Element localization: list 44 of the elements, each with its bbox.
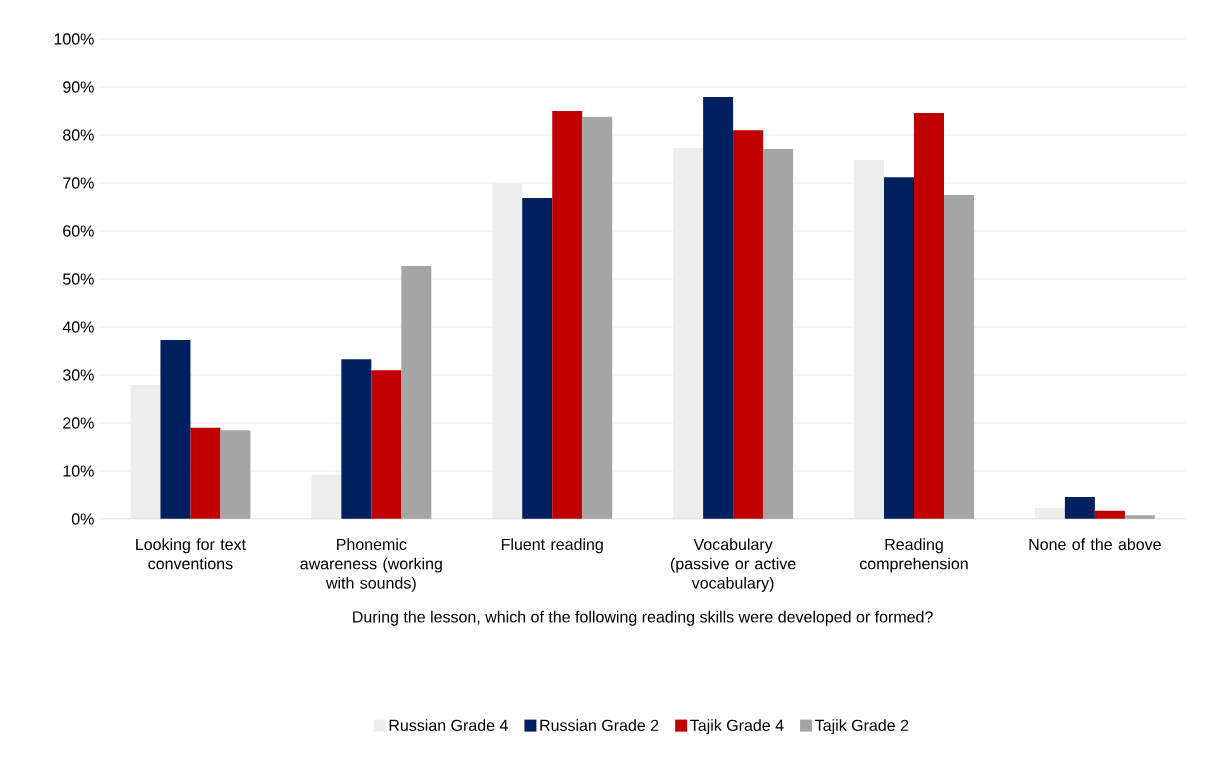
bar xyxy=(1034,507,1065,519)
y-tick-label: 80% xyxy=(63,129,94,141)
legend-label: Tajik Grade 4 xyxy=(690,719,784,735)
bar xyxy=(673,147,704,519)
bar xyxy=(220,430,251,519)
x-tick-label: Looking for text conventions xyxy=(136,538,246,570)
bar xyxy=(160,339,191,519)
legend-label: Russian Grade 4 xyxy=(389,719,508,732)
bar xyxy=(733,130,764,519)
bar xyxy=(944,195,974,519)
bar xyxy=(763,148,794,519)
x-axis-title: During the lesson, which of the following reading skills were developed or formed? xyxy=(353,610,933,626)
bar xyxy=(703,97,734,519)
y-tick-label: 70% xyxy=(63,177,94,189)
legend-label: Tajik Grade 2 xyxy=(815,719,909,735)
y-tick-label: 50% xyxy=(63,273,94,285)
bar xyxy=(401,266,432,519)
y-tick-label: 40% xyxy=(62,321,94,333)
bar xyxy=(854,159,884,519)
x-tick-label: None of the above xyxy=(1029,538,1161,551)
y-tick-label: 20% xyxy=(63,417,94,429)
bar xyxy=(311,474,342,519)
y-tick-label: 0% xyxy=(71,513,94,525)
x-tick-label: Fluent reading xyxy=(501,538,603,554)
x-tick-label: Phonemic awareness (working with sounds) xyxy=(300,538,442,592)
x-tick-label: Reading comprehension xyxy=(859,538,968,573)
bar xyxy=(582,116,613,519)
bar xyxy=(190,427,221,519)
bar xyxy=(884,177,914,519)
bar xyxy=(130,385,161,519)
bar xyxy=(552,111,583,519)
y-tick-label: 90% xyxy=(63,81,94,93)
bar xyxy=(371,370,402,519)
bar xyxy=(492,183,523,519)
y-tick-label: 30% xyxy=(62,369,94,381)
x-tick-label: Vocabulary (passive or active vocabulary) xyxy=(670,538,796,592)
y-tick-label: 60% xyxy=(63,225,94,237)
y-tick-label: 10% xyxy=(63,465,94,477)
bar xyxy=(914,112,944,519)
bar xyxy=(341,359,372,519)
bar xyxy=(1064,496,1095,519)
legend-label: Russian Grade 2 xyxy=(540,719,659,732)
y-tick-label: 100% xyxy=(54,33,94,45)
bar xyxy=(522,197,553,519)
